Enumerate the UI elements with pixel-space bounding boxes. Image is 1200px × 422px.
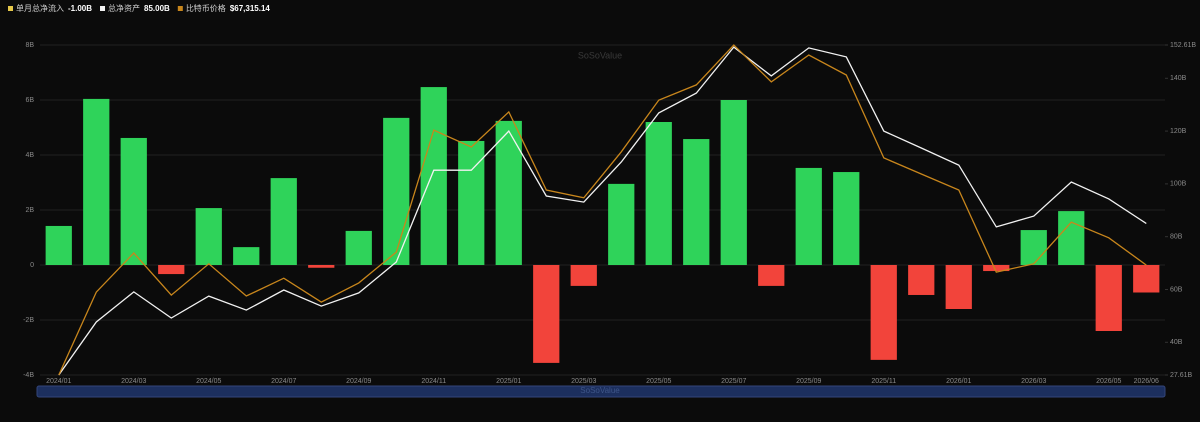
bar xyxy=(1020,230,1047,265)
x-tick-label: 2026/01 xyxy=(946,378,971,385)
legend-swatch xyxy=(8,6,13,11)
y2-tick-label: 120B xyxy=(1170,128,1187,135)
x-tick-label: 2024/07 xyxy=(271,378,296,385)
y2-tick-label: 40B xyxy=(1170,339,1183,346)
legend: 单月总净流入 -1.00B 总净资产 85.00B 比特币价格 $67,315.14 xyxy=(8,3,270,13)
bar xyxy=(233,247,260,265)
y2-tick-label: 60B xyxy=(1170,286,1183,293)
x-tick-label: 2026/06 xyxy=(1134,378,1159,385)
bar xyxy=(683,139,710,265)
x-tick-label: 2024/09 xyxy=(346,378,371,385)
bar xyxy=(1095,265,1122,331)
legend-swatch xyxy=(100,6,106,11)
zoom-slider[interactable] xyxy=(36,385,1166,398)
y-tick-label: 2B xyxy=(25,207,34,214)
legend-value: $67,315.14 xyxy=(230,4,271,13)
x-tick-label: 2024/05 xyxy=(196,378,221,385)
x-tick-label: 2024/03 xyxy=(121,378,146,385)
y-tick-label: 8B xyxy=(25,42,34,49)
bar xyxy=(270,178,297,265)
bar xyxy=(833,172,860,265)
bar xyxy=(158,265,185,275)
x-tick-label: 2025/01 xyxy=(496,378,521,385)
y-tick-label: 4B xyxy=(25,152,34,159)
bar xyxy=(983,265,1010,272)
y2-tick-label: 27.61B xyxy=(1170,372,1193,379)
bar xyxy=(533,265,560,363)
bar xyxy=(420,87,447,265)
y-tick-label: -2B xyxy=(23,317,34,324)
x-tick-label: 2025/07 xyxy=(721,378,746,385)
line xyxy=(58,46,1147,376)
x-tick-label: 2024/11 xyxy=(421,378,446,385)
legend-swatch xyxy=(177,6,183,11)
bar xyxy=(1058,211,1085,265)
bar xyxy=(495,120,522,266)
bar xyxy=(308,265,335,268)
x-tick-label: 2025/03 xyxy=(571,378,596,385)
x-tick-label: 2026/03 xyxy=(1021,378,1046,385)
bar xyxy=(570,265,597,286)
bar xyxy=(945,265,972,309)
bar xyxy=(908,265,935,295)
y-tick-label: -4B xyxy=(23,372,34,379)
legend-value: -1.00B xyxy=(68,4,92,13)
watermark: SoSoValue xyxy=(578,50,622,60)
line xyxy=(58,44,1147,376)
bar xyxy=(345,230,372,265)
bar xyxy=(1133,265,1160,293)
y-tick-label: 0 xyxy=(30,262,34,269)
y2-tick-label: 152.61B xyxy=(1170,42,1196,49)
y2-tick-label: 80B xyxy=(1170,234,1183,241)
x-tick-label: 2025/05 xyxy=(646,378,671,385)
legend-label: 单月总净流入 xyxy=(16,3,64,13)
bar xyxy=(120,137,147,265)
bar xyxy=(45,225,72,265)
y2-tick-label: 100B xyxy=(1170,181,1187,188)
y-tick-label: 6B xyxy=(25,97,34,104)
bar xyxy=(758,265,785,286)
bar xyxy=(383,117,410,265)
legend-label: 比特币价格 xyxy=(186,3,226,13)
bar xyxy=(83,98,110,266)
bar xyxy=(608,183,635,265)
y2-tick-label: 140B xyxy=(1170,75,1187,82)
bar xyxy=(870,265,897,360)
x-tick-label: 2025/09 xyxy=(796,378,821,385)
slider-watermark: SoSoValue xyxy=(580,386,620,395)
bar xyxy=(645,122,672,265)
bar xyxy=(720,100,747,265)
x-tick-label: 2025/11 xyxy=(871,378,896,385)
legend-value: 85.00B xyxy=(144,4,170,13)
bar xyxy=(195,208,222,265)
bar xyxy=(795,167,822,265)
x-tick-label: 2026/05 xyxy=(1096,378,1121,385)
legend-label: 总净资产 xyxy=(108,3,140,13)
bar xyxy=(458,140,485,265)
x-tick-label: 2024/01 xyxy=(46,378,71,385)
